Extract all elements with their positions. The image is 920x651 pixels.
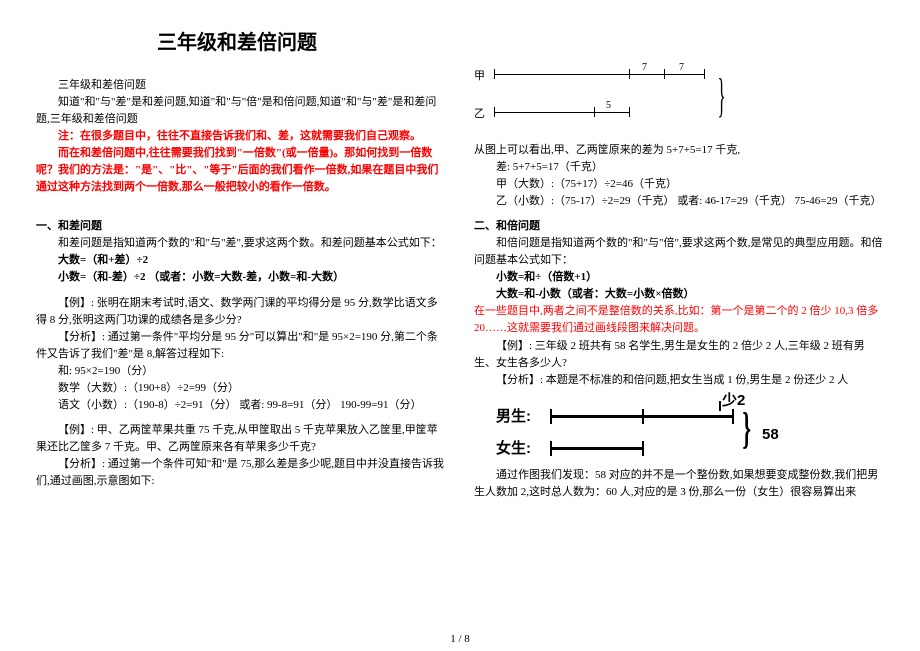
page-container: 三年级和差倍问题 三年级和差倍问题 知道"和"与"差"是和差问题,知道"和"与"… bbox=[0, 0, 920, 651]
diagram-jia-yi: 甲 7 7 乙 5 } bbox=[474, 62, 774, 136]
example-1-calc-2: 数学（大数）:（190+8）÷2=99（分） bbox=[36, 380, 446, 397]
diagram2-tick bbox=[642, 441, 644, 456]
example-1-calc-1: 和: 95×2=190（分） bbox=[36, 363, 446, 380]
diagram1-line-a bbox=[494, 74, 704, 75]
formula-3: 小数=和÷（倍数+1） bbox=[474, 269, 884, 286]
diagram-boy-girl: 男生: 少2 女生: } 58 bbox=[474, 393, 834, 461]
diagram2-tick bbox=[550, 441, 552, 456]
diagram2-girl-line bbox=[550, 447, 642, 450]
diagram1-tick bbox=[494, 69, 495, 79]
note-red-2: 而在和差倍问题中,往往需要我们找到"一倍数"(或一倍量)。那如何找到一倍数呢？我… bbox=[36, 145, 446, 196]
formula-1: 大数=（和+差）÷2 bbox=[36, 252, 446, 269]
section-2-desc: 和倍问题是指知道两个数的"和"与"倍",要求这两个数,是常见的典型应用题。和倍问… bbox=[474, 235, 884, 269]
example-2: 【例】: 甲、乙两筐苹果共重 75 千克,从甲筐取出 5 千克苹果放入乙筐里,甲… bbox=[36, 422, 446, 456]
left-column: 三年级和差倍问题 三年级和差倍问题 知道"和"与"差"是和差问题,知道"和"与"… bbox=[36, 20, 446, 651]
right-calc-3: 乙（小数）:（75-17）÷2=29（千克） 或者: 46-17=29（千克） … bbox=[474, 193, 884, 210]
right-para-1: 从图上可以看出,甲、乙两筐原来的差为 5+7+5=17 千克, bbox=[474, 142, 884, 159]
para-intro: 知道"和"与"差"是和差问题,知道"和"与"倍"是和倍问题,知道"和"与"差"是… bbox=[36, 94, 446, 128]
example-3: 【例】: 三年级 2 班共有 58 名学生,男生是女生的 2 倍少 2 人,三年… bbox=[474, 338, 884, 372]
diagram1-label-yi: 乙 bbox=[474, 106, 485, 123]
example-1-calc-3: 语文（小数）:（190-8）÷2=91（分） 或者: 99-8=91（分） 19… bbox=[36, 397, 446, 414]
right-column: 甲 7 7 乙 5 } 从图上可以看出,甲、乙两筐原来的差为 5+7+5=17 … bbox=[474, 20, 884, 651]
diagram1-tick bbox=[594, 107, 595, 117]
formula-2: 小数=（和-差）÷2 （或者：小数=大数-差，小数=和-大数） bbox=[36, 269, 446, 286]
diagram1-tick bbox=[704, 69, 705, 79]
page-number: 1 / 8 bbox=[0, 633, 920, 645]
brace-icon: } bbox=[717, 72, 725, 120]
diagram2-girl-label: 女生: bbox=[496, 437, 531, 460]
diagram1-tick bbox=[629, 107, 630, 117]
example-1-analysis: 【分析】: 通过第一条件"平均分是 95 分"可以算出"和"是 95×2=190… bbox=[36, 329, 446, 363]
example-2-analysis: 【分析】: 通过第一个条件可知"和"是 75,那么差是多少呢,题目中并没直接告诉… bbox=[36, 456, 446, 490]
document-title: 三年级和差倍问题 bbox=[28, 28, 446, 59]
diagram2-tick bbox=[550, 409, 552, 424]
note-red-3: 在一些题目中,两者之间不是整倍数的关系,比如：第一个是第二个的 2 倍少 10,… bbox=[474, 303, 884, 337]
diagram1-num-7a: 7 bbox=[642, 60, 647, 76]
formula-4: 大数=和-小数（或者：大数=小数×倍数） bbox=[474, 286, 884, 303]
section-1-desc: 和差问题是指知道两个数的"和"与"差",要求这两个数。和差问题基本公式如下： bbox=[36, 235, 446, 252]
diagram1-tick bbox=[629, 69, 630, 79]
diagram1-tick bbox=[664, 69, 665, 79]
para-subtitle: 三年级和差倍问题 bbox=[36, 77, 446, 94]
note-red-1: 注：在很多题目中，往往不直接告诉我们和、差，这就需要我们自己观察。 bbox=[36, 128, 446, 145]
section-2-heading: 二、和倍问题 bbox=[474, 218, 884, 235]
right-calc-2: 甲（大数）:（75+17）÷2=46（千克） bbox=[474, 176, 884, 193]
right-calc-1: 差: 5+7+5=17（千克） bbox=[474, 159, 884, 176]
diagram2-tick bbox=[719, 401, 721, 411]
diagram1-label-jia: 甲 bbox=[474, 68, 485, 85]
diagram1-num-5: 5 bbox=[606, 98, 611, 114]
brace-icon: } bbox=[742, 407, 751, 451]
diagram1-tick bbox=[494, 107, 495, 117]
diagram2-tick bbox=[642, 409, 644, 424]
example-3-analysis: 【分析】: 本题是不标准的和倍问题,把女生当成 1 份,男生是 2 份还少 2 … bbox=[474, 372, 884, 389]
section-1-heading: 一、和差问题 bbox=[36, 218, 446, 235]
diagram2-boy-label: 男生: bbox=[496, 405, 531, 428]
right-para-5: 通过作图我们发现：58 对应的并不是一个整份数,如果想要变成整份数,我们把男生人… bbox=[474, 467, 884, 501]
diagram2-58: 58 bbox=[762, 423, 779, 446]
example-1: 【例】: 张明在期末考试时,语文、数学两门课的平均得分是 95 分,数学比语文多… bbox=[36, 295, 446, 329]
diagram1-num-7b: 7 bbox=[679, 60, 684, 76]
